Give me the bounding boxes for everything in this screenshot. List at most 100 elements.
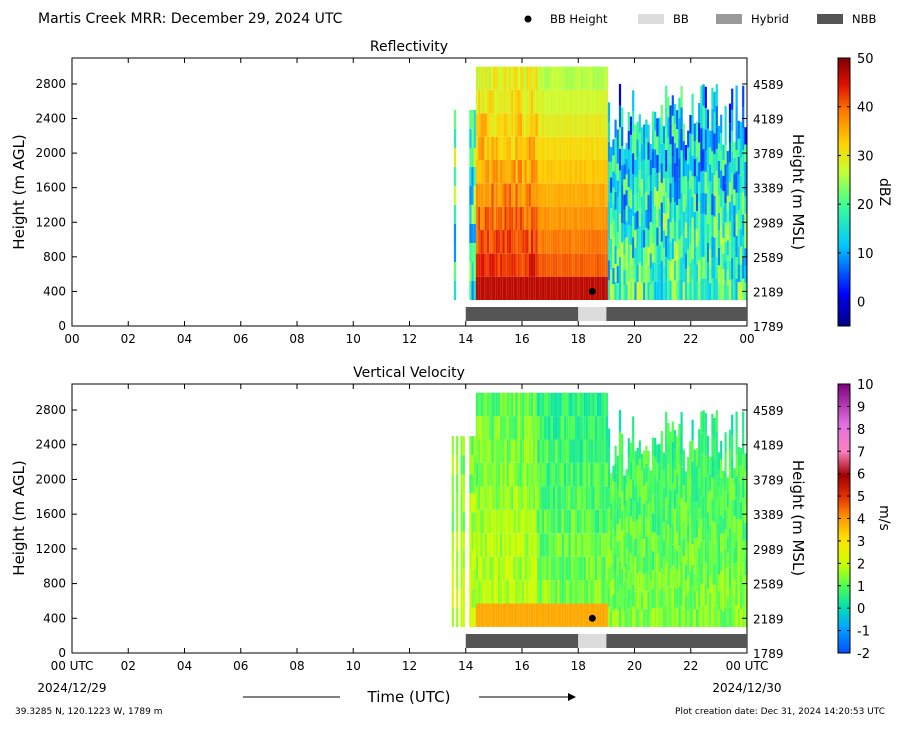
velocity-data-cell xyxy=(583,533,586,557)
reflectivity-data-cell xyxy=(478,113,481,137)
velocity-data-cell xyxy=(632,458,635,480)
reflectivity-data-cell xyxy=(632,258,635,280)
velocity-data-cell xyxy=(568,533,571,557)
velocity-data-cell xyxy=(605,439,608,463)
reflectivity-data-cell xyxy=(506,160,509,184)
velocity-data-cell xyxy=(537,533,540,557)
velocity-data-cell xyxy=(704,519,707,542)
reflectivity-data-cell xyxy=(700,128,703,150)
reflectivity-data-cell xyxy=(585,90,589,114)
velocity-data-cell xyxy=(684,595,688,612)
reflectivity-data-cell xyxy=(698,103,701,123)
velocity-data-cell xyxy=(605,463,608,487)
reflectivity-data-cell xyxy=(541,253,545,277)
velocity-data-cell xyxy=(460,512,463,532)
reflectivity-data-cell xyxy=(508,206,512,230)
reflectivity-data-cell xyxy=(453,109,457,129)
reflectivity-data-cell xyxy=(720,225,723,245)
velocity-data-cell xyxy=(599,486,602,510)
velocity-data-cell xyxy=(539,463,542,487)
reflectivity-data-cell xyxy=(680,214,683,236)
reflectivity-data-cell xyxy=(724,164,727,184)
reflectivity-data-cell xyxy=(561,183,564,207)
reflectivity-data-cell xyxy=(614,245,617,264)
reflectivity-data-cell xyxy=(528,276,531,300)
velocity-data-cell xyxy=(623,566,626,582)
reflectivity-data-cell xyxy=(726,255,729,271)
reflectivity-data-cell xyxy=(548,160,551,184)
velocity-data-cell xyxy=(574,439,578,463)
velocity-data-cell xyxy=(627,475,630,495)
velocity-data-cell xyxy=(656,535,659,554)
reflectivity-data-cell xyxy=(539,253,542,277)
reflectivity-data-cell xyxy=(737,282,740,300)
velocity-data-cell xyxy=(720,589,723,609)
velocity-data-cell xyxy=(695,501,699,520)
velocity-data-cell xyxy=(702,453,705,476)
date-left-label: 2024/12/29 xyxy=(37,681,106,695)
velocity-data-cell xyxy=(656,499,659,518)
velocity-data-cell xyxy=(629,516,633,535)
velocity-data-cell xyxy=(731,605,734,627)
reflectivity-data-cell xyxy=(537,183,540,207)
reflectivity-colorbar-label: dBZ xyxy=(876,178,892,206)
velocity-data-cell xyxy=(684,611,688,627)
velocity-data-cell xyxy=(691,564,694,586)
velocity-data-cell xyxy=(689,589,692,609)
velocity-data-cell xyxy=(603,603,606,627)
reflectivity-data-cell xyxy=(629,171,633,190)
reflectivity-data-cell xyxy=(546,113,549,137)
reflectivity-data-cell xyxy=(539,136,542,160)
reflectivity-x-tick-label: 16 xyxy=(514,332,529,346)
velocity-data-cell xyxy=(537,509,540,534)
velocity-data-cell xyxy=(513,556,516,581)
velocity-data-cell xyxy=(667,504,670,525)
velocity-data-cell xyxy=(579,486,582,510)
velocity-data-cell xyxy=(592,580,595,604)
velocity-x-tick-label: 10 xyxy=(346,659,361,673)
reflectivity-data-cell xyxy=(733,157,736,174)
reflectivity-ylabel-right: Height (m MSL) xyxy=(789,134,807,250)
reflectivity-data-cell xyxy=(731,88,734,110)
reflectivity-data-cell xyxy=(537,253,540,277)
reflectivity-data-cell xyxy=(524,230,527,254)
reflectivity-data-cell xyxy=(471,243,474,262)
velocity-data-cell xyxy=(618,475,622,497)
velocity-data-cell xyxy=(577,392,580,417)
velocity-data-cell xyxy=(669,509,672,530)
velocity-data-cell xyxy=(625,548,628,564)
reflectivity-data-cell xyxy=(570,90,573,114)
velocity-classification-nbb xyxy=(465,634,579,648)
velocity-data-cell xyxy=(724,471,727,491)
reflectivity-data-cell xyxy=(475,253,479,277)
reflectivity-data-cell xyxy=(482,136,485,160)
velocity-data-cell xyxy=(495,416,498,440)
reflectivity-data-cell xyxy=(588,90,591,114)
reflectivity-data-cell xyxy=(557,66,560,90)
velocity-data-cell xyxy=(555,463,558,487)
velocity-data-cell xyxy=(561,556,564,581)
velocity-data-cell xyxy=(643,450,646,469)
velocity-data-cell xyxy=(550,439,553,463)
velocity-data-cell xyxy=(726,567,729,583)
reflectivity-data-cell xyxy=(645,173,648,192)
legend-bb-swatch xyxy=(638,14,664,24)
velocity-data-cell xyxy=(669,568,672,588)
velocity-data-cell xyxy=(695,448,699,467)
velocity-data-cell xyxy=(665,411,668,434)
reflectivity-data-cell xyxy=(700,171,703,193)
velocity-data-cell xyxy=(629,479,633,498)
reflectivity-data-cell xyxy=(673,143,677,163)
velocity-data-cell xyxy=(623,490,626,506)
reflectivity-data-cell xyxy=(607,181,611,202)
reflectivity-data-cell xyxy=(495,136,498,160)
reflectivity-x-tick-label: 20 xyxy=(627,332,642,346)
reflectivity-data-cell xyxy=(711,87,714,109)
reflectivity-data-cell xyxy=(559,136,562,160)
velocity-data-cell xyxy=(702,540,705,563)
velocity-data-cell xyxy=(475,439,479,463)
reflectivity-x-tick-label: 04 xyxy=(177,332,192,346)
velocity-data-cell xyxy=(601,392,604,417)
reflectivity-data-cell xyxy=(711,130,714,152)
reflectivity-data-cell xyxy=(517,136,520,160)
